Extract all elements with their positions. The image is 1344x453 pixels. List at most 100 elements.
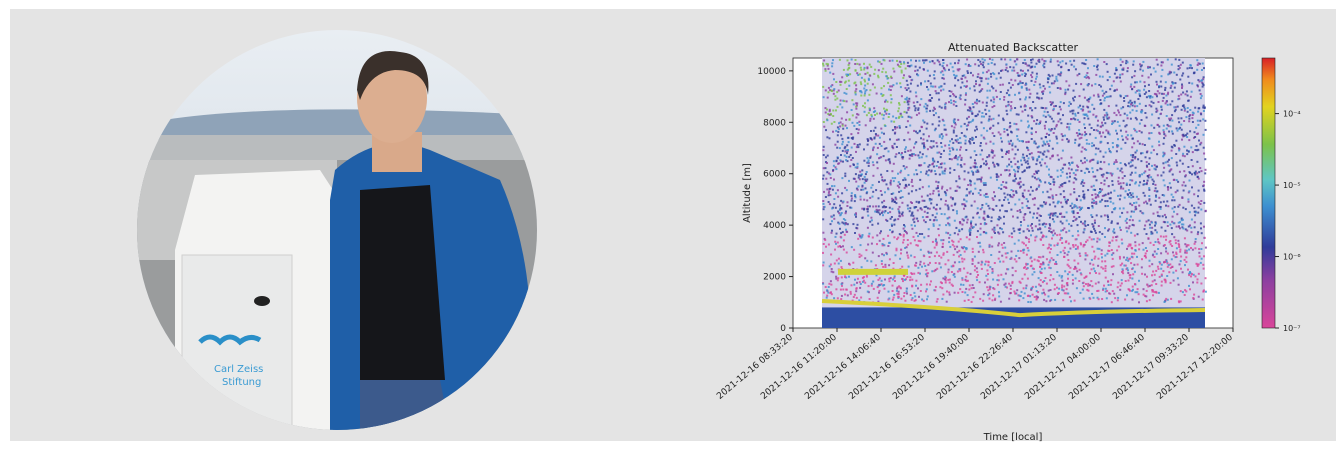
texture-dot xyxy=(1079,95,1081,97)
texture-dot xyxy=(964,99,966,101)
texture-dot xyxy=(1140,160,1142,162)
texture-dot xyxy=(823,146,825,148)
texture-dot xyxy=(927,251,929,253)
texture-dot xyxy=(935,262,937,264)
texture-dot xyxy=(1176,226,1178,228)
texture-dot xyxy=(941,213,943,215)
texture-dot xyxy=(1009,122,1011,124)
texture-dot xyxy=(859,281,861,283)
texture-dot xyxy=(922,186,924,188)
texture-dot xyxy=(972,120,974,122)
texture-dot xyxy=(879,290,881,292)
texture-dot xyxy=(846,156,848,158)
texture-dot xyxy=(884,59,886,61)
texture-dot xyxy=(921,196,923,198)
texture-dot xyxy=(955,180,957,182)
texture-dot xyxy=(889,138,891,140)
texture-dot xyxy=(980,208,982,210)
texture-dot xyxy=(996,163,998,165)
texture-dot xyxy=(1065,92,1067,94)
texture-dot xyxy=(895,153,897,155)
texture-dot xyxy=(974,265,976,267)
texture-dot xyxy=(888,113,890,115)
texture-dot xyxy=(1112,273,1114,275)
texture-dot xyxy=(1009,66,1011,68)
texture-dot xyxy=(1048,74,1050,76)
texture-dot xyxy=(1162,61,1164,63)
texture-dot xyxy=(965,140,967,142)
texture-dot xyxy=(866,67,868,69)
texture-dot xyxy=(1059,118,1061,120)
texture-dot xyxy=(828,190,830,192)
texture-dot xyxy=(1166,261,1168,263)
texture-dot xyxy=(1019,140,1021,142)
texture-dot xyxy=(1200,80,1202,82)
texture-dot xyxy=(1111,254,1113,256)
texture-dot xyxy=(1155,71,1157,73)
texture-dot xyxy=(980,142,982,144)
texture-dot xyxy=(1178,98,1180,100)
texture-dot xyxy=(1043,292,1045,294)
texture-dot xyxy=(982,62,984,64)
texture-dot xyxy=(989,286,991,288)
texture-dot xyxy=(936,145,938,147)
texture-dot xyxy=(983,127,985,129)
texture-dot xyxy=(831,123,833,125)
texture-dot xyxy=(891,145,893,147)
texture-dot xyxy=(867,211,869,213)
texture-dot xyxy=(1091,145,1093,147)
texture-dot xyxy=(904,187,906,189)
texture-dot xyxy=(1194,107,1196,109)
texture-dot xyxy=(954,127,956,129)
texture-dot xyxy=(1068,251,1070,253)
texture-dot xyxy=(1200,209,1202,211)
texture-dot xyxy=(876,234,878,236)
texture-dot xyxy=(958,261,960,263)
texture-dot xyxy=(933,223,935,225)
texture-dot xyxy=(1053,132,1055,134)
texture-dot xyxy=(883,114,885,116)
texture-dot xyxy=(1031,128,1033,130)
texture-dot xyxy=(1119,74,1121,76)
texture-dot xyxy=(833,88,835,90)
texture-dot xyxy=(1182,184,1184,186)
texture-dot xyxy=(1105,194,1107,196)
texture-dot xyxy=(1042,262,1044,264)
texture-dot xyxy=(908,75,910,77)
texture-dot xyxy=(831,207,833,209)
texture-dot xyxy=(1002,231,1004,233)
texture-dot xyxy=(847,201,849,203)
texture-dot xyxy=(971,301,973,303)
texture-dot xyxy=(910,215,912,217)
texture-dot xyxy=(1117,286,1119,288)
texture-dot xyxy=(831,230,833,232)
texture-dot xyxy=(847,59,849,61)
texture-dot xyxy=(993,288,995,290)
texture-dot xyxy=(1132,273,1134,275)
texture-dot xyxy=(1098,273,1100,275)
texture-dot xyxy=(1072,244,1074,246)
texture-dot xyxy=(974,201,976,203)
texture-dot xyxy=(987,196,989,198)
texture-dot xyxy=(977,274,979,276)
texture-dot xyxy=(839,59,841,61)
texture-dot xyxy=(973,287,975,289)
texture-dot xyxy=(837,106,839,108)
texture-dot xyxy=(867,208,869,210)
texture-dot xyxy=(825,156,827,158)
texture-dot xyxy=(890,94,892,96)
texture-dot xyxy=(1165,95,1167,97)
texture-dot xyxy=(1075,219,1077,221)
texture-dot xyxy=(1044,162,1046,164)
texture-dot xyxy=(908,87,910,89)
texture-dot xyxy=(1146,221,1148,223)
texture-dot xyxy=(1059,275,1061,277)
texture-dot xyxy=(943,252,945,254)
texture-dot xyxy=(1052,198,1054,200)
texture-dot xyxy=(938,61,940,63)
texture-dot xyxy=(830,223,832,225)
texture-dot xyxy=(1096,241,1098,243)
texture-dot xyxy=(998,242,1000,244)
texture-dot xyxy=(828,172,830,174)
x-axis-label: Time [local] xyxy=(983,432,1043,443)
